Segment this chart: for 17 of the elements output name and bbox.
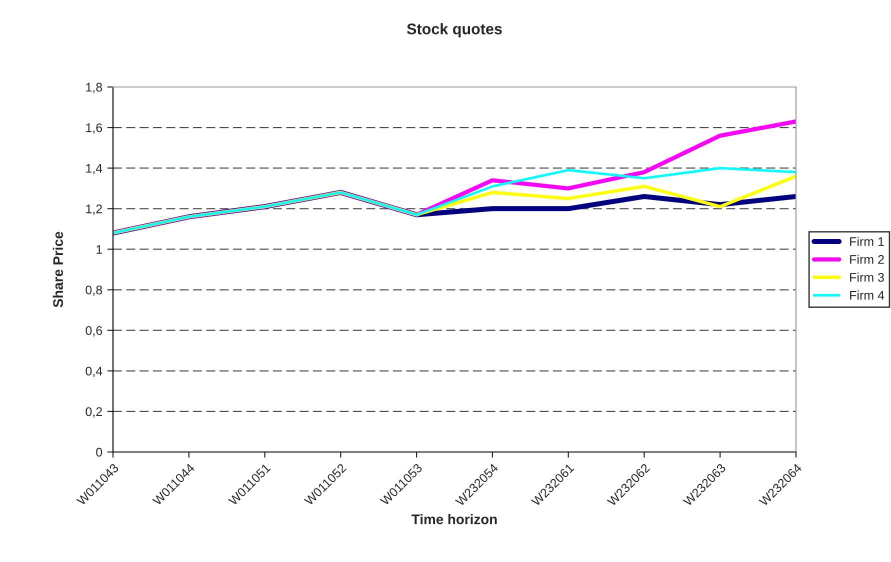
y-axis-title: Share Price bbox=[52, 232, 64, 308]
y-tick-label: 1 bbox=[96, 245, 102, 254]
chart-title: Stock quotes bbox=[406, 23, 502, 38]
y-tick-label: 0,4 bbox=[86, 366, 102, 378]
y-tick-label: 0,8 bbox=[86, 286, 102, 296]
legend-label: Firm 2 bbox=[850, 254, 884, 264]
y-tick-label: 1,4 bbox=[86, 164, 102, 174]
legend-label: Firm 4 bbox=[850, 290, 884, 300]
x-axis-title: Time horizon bbox=[412, 514, 497, 524]
y-tick-label: 1,6 bbox=[86, 123, 102, 134]
y-tick-label: 0,6 bbox=[86, 326, 102, 336]
legend-label: Firm 1 bbox=[850, 236, 884, 246]
y-tick-label: 0,2 bbox=[86, 407, 102, 418]
y-tick-label: 1,8 bbox=[86, 82, 102, 94]
y-tick-label: 1,2 bbox=[86, 204, 102, 215]
legend-label: Firm 3 bbox=[850, 272, 884, 282]
y-tick-label: 0 bbox=[96, 448, 102, 457]
